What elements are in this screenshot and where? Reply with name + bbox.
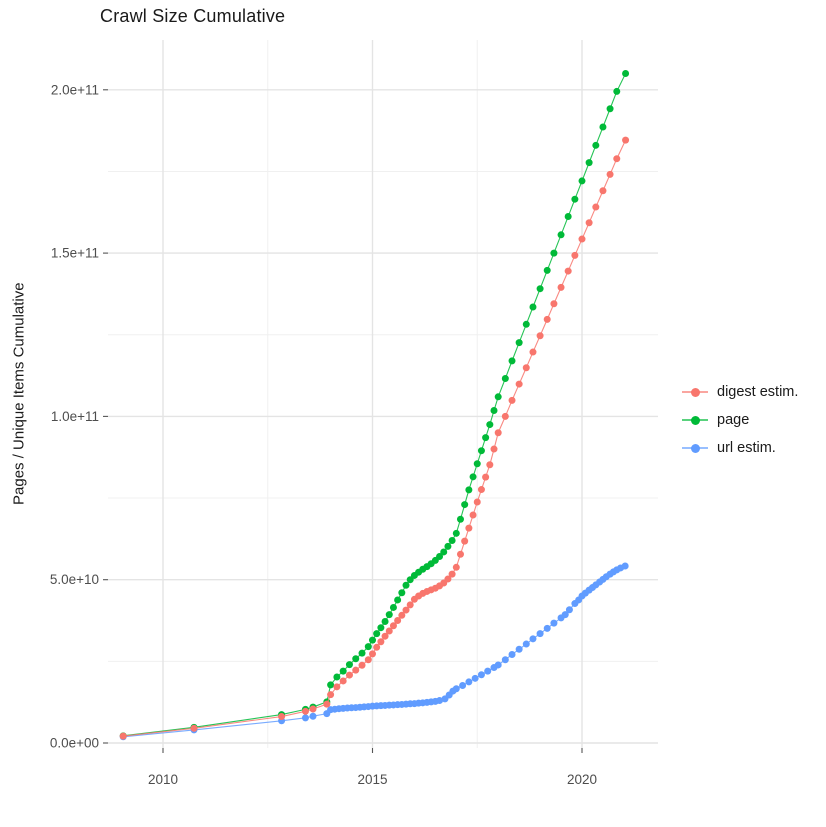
legend-key-page-icon: [682, 412, 708, 428]
legend-label-page: page: [717, 412, 750, 428]
legend-key-digest-icon: [682, 384, 708, 400]
svg-text:0.0e+00: 0.0e+00: [50, 736, 99, 751]
svg-text:5.0e+10: 5.0e+10: [50, 572, 99, 587]
chart-title: Crawl Size Cumulative: [100, 6, 286, 26]
svg-text:1.0e+11: 1.0e+11: [51, 409, 99, 424]
legend: digest estim. page url estim.: [682, 378, 798, 462]
svg-text:2010: 2010: [148, 772, 178, 787]
legend-item-digest: digest estim.: [682, 378, 798, 406]
legend-label-digest: digest estim.: [717, 384, 799, 400]
svg-text:2015: 2015: [357, 772, 387, 787]
svg-text:2.0e+11: 2.0e+11: [51, 82, 99, 97]
legend-item-page: page: [682, 406, 798, 434]
legend-key-url-icon: [682, 440, 708, 456]
svg-text:1.5e+11: 1.5e+11: [51, 246, 99, 261]
legend-label-url: url estim.: [717, 440, 776, 456]
svg-text:2020: 2020: [567, 772, 597, 787]
legend-item-url: url estim.: [682, 434, 798, 462]
